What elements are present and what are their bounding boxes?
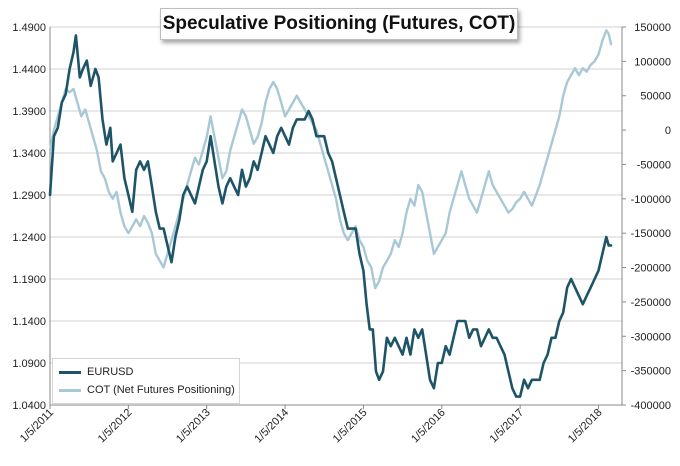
legend-swatch-eurusd <box>59 370 81 374</box>
left-tick-label: 1.3400 <box>12 148 46 160</box>
x-tick-label: 1/5/2018 <box>566 407 605 446</box>
right-tick-label: 100000 <box>634 56 671 68</box>
right-tick-label: 0 <box>665 125 671 137</box>
right-tick-label: -350000 <box>631 366 671 378</box>
x-tick-label: 1/5/2012 <box>96 407 135 446</box>
left-tick-label: 1.4900 <box>12 22 46 34</box>
x-axis-ticks: 1/5/2011 1/5/2012 1/5/2013 1/5/2014 1/5/2015… <box>18 405 605 445</box>
series <box>48 29 613 398</box>
gridlines <box>50 26 622 406</box>
legend-swatch-cot <box>59 388 81 392</box>
right-tick-label: -400000 <box>631 400 671 412</box>
left-tick-label: 1.2900 <box>12 190 46 202</box>
left-tick-label: 1.1900 <box>12 274 46 286</box>
axes <box>49 27 623 406</box>
legend: EURUSD COT (Net Futures Positioning) <box>52 358 240 404</box>
legend-label-eurusd: EURUSD <box>87 366 134 378</box>
right-tick-label: -300000 <box>631 331 671 343</box>
left-tick-label: 1.0900 <box>12 358 46 370</box>
right-tick-label: -250000 <box>631 297 671 309</box>
right-tick-label: 50000 <box>640 91 671 103</box>
right-tick-label: -100000 <box>631 194 671 206</box>
x-tick-label: 1/5/2017 <box>487 407 526 446</box>
x-tick-label: 1/5/2016 <box>409 407 448 446</box>
left-axis-ticks: 1.4900 1.4400 1.3900 1.3400 1.2900 1.2400 1.19… <box>12 22 46 412</box>
series-line-cot <box>48 29 613 290</box>
right-tick-label: 150000 <box>634 22 671 34</box>
right-tick-label: -200000 <box>631 263 671 275</box>
right-tick-label: -150000 <box>631 228 671 240</box>
x-tick-label: 1/5/2015 <box>331 407 370 446</box>
x-tick-label: 1/5/2014 <box>252 407 291 446</box>
right-tick-label: -50000 <box>637 159 671 171</box>
x-tick-label: 1/5/2011 <box>18 407 56 445</box>
left-tick-label: 1.3900 <box>12 106 46 118</box>
legend-label-cot: COT (Net Futures Positioning) <box>87 384 235 396</box>
chart-title: Speculative Positioning (Futures, COT) <box>160 8 518 40</box>
left-tick-label: 1.1400 <box>12 316 46 328</box>
x-tick-label: 1/5/2013 <box>174 407 213 446</box>
legend-item-cot: COT (Net Futures Positioning) <box>59 383 235 397</box>
series-line-eurusd <box>48 34 613 398</box>
left-tick-label: 1.4400 <box>12 64 46 76</box>
left-tick-label: 1.0400 <box>12 400 46 412</box>
legend-item-eurusd: EURUSD <box>59 365 133 379</box>
left-tick-label: 1.2400 <box>12 232 46 244</box>
right-axis-ticks: 150000 100000 50000 0 -50000 -100000 -150000 -2… <box>622 22 671 412</box>
